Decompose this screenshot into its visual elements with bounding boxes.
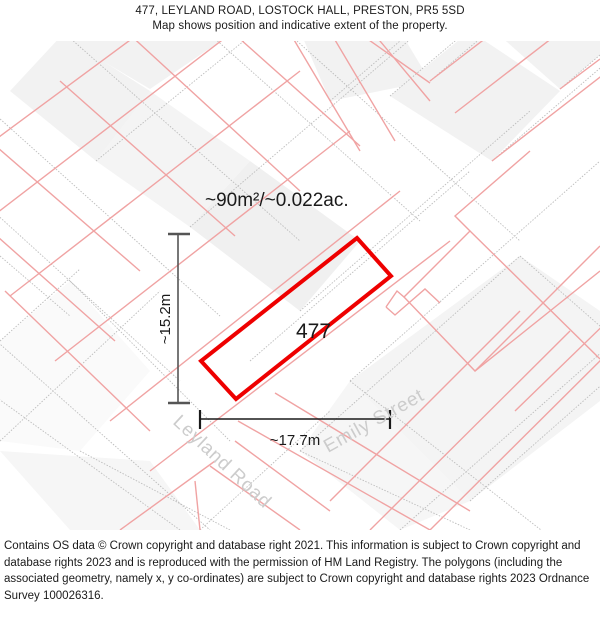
vertical-dimension-label: ~15.2m xyxy=(157,294,174,344)
property-boundary-polygon[interactable] xyxy=(198,235,394,402)
land-registry-parcel-boundaries xyxy=(0,41,600,530)
map-footer: Contains OS data © Crown copyright and d… xyxy=(0,530,600,625)
vertical-dimension-line xyxy=(168,232,190,405)
map-subtitle: Map shows position and indicative extent… xyxy=(152,20,448,32)
horizontal-dimension-label: ~17.7m xyxy=(270,432,320,449)
horizontal-dimension-line xyxy=(198,410,392,429)
os-boundary-lines xyxy=(0,41,600,530)
parcel-fills xyxy=(0,41,600,530)
property-address: 477, LEYLAND ROAD, LOSTOCK HALL, PRESTON… xyxy=(135,5,465,17)
map-vector-layer: 477 ~90m²/~0.022ac. ~15.2m ~17.7m Leylan… xyxy=(0,41,600,530)
plot-number-label: 477 xyxy=(296,320,331,343)
map-canvas[interactable]: 477 ~90m²/~0.022ac. ~15.2m ~17.7m Leylan… xyxy=(0,41,600,530)
map-header: 477, LEYLAND ROAD, LOSTOCK HALL, PRESTON… xyxy=(0,0,600,34)
copyright-notice: Contains OS data © Crown copyright and d… xyxy=(4,540,590,602)
area-label: ~90m²/~0.022ac. xyxy=(205,190,349,211)
